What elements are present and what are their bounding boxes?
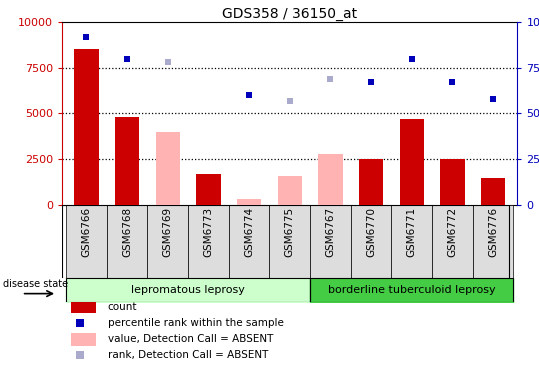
Bar	[66, 205, 107, 278]
Bar	[188, 205, 229, 278]
Bar	[318, 154, 343, 205]
Bar	[156, 132, 180, 205]
Bar	[66, 278, 310, 302]
Text: GSM6770: GSM6770	[366, 207, 376, 257]
Bar	[351, 205, 391, 278]
Text: rank, Detection Call = ABSENT: rank, Detection Call = ABSENT	[107, 350, 268, 360]
Bar	[196, 174, 220, 205]
Bar	[310, 205, 351, 278]
Text: percentile rank within the sample: percentile rank within the sample	[107, 318, 284, 328]
Bar	[473, 205, 513, 278]
Text: lepromatous leprosy: lepromatous leprosy	[131, 285, 245, 295]
Text: GSM6768: GSM6768	[122, 207, 132, 257]
Text: disease state: disease state	[3, 279, 68, 289]
Text: GSM6776: GSM6776	[488, 207, 498, 257]
Text: GSM6775: GSM6775	[285, 207, 295, 257]
Bar	[147, 205, 188, 278]
Bar	[229, 205, 270, 278]
Bar	[115, 117, 139, 205]
Text: GSM6766: GSM6766	[81, 207, 92, 257]
Bar	[74, 49, 99, 205]
Bar	[270, 205, 310, 278]
Bar	[399, 119, 424, 205]
Bar	[237, 199, 261, 205]
Text: count: count	[107, 302, 137, 312]
Bar	[481, 178, 505, 205]
Title: GDS358 / 36150_at: GDS358 / 36150_at	[222, 7, 357, 21]
Text: value, Detection Call = ABSENT: value, Detection Call = ABSENT	[107, 334, 273, 344]
Text: GSM6773: GSM6773	[203, 207, 213, 257]
Bar	[278, 176, 302, 205]
Bar	[71, 301, 96, 313]
Bar	[107, 205, 147, 278]
Text: GSM6769: GSM6769	[163, 207, 172, 257]
Bar	[391, 205, 432, 278]
Text: borderline tuberculoid leprosy: borderline tuberculoid leprosy	[328, 285, 495, 295]
Bar	[71, 333, 96, 346]
Bar	[310, 278, 513, 302]
Bar	[440, 159, 465, 205]
Text: GSM6774: GSM6774	[244, 207, 254, 257]
Text: GSM6767: GSM6767	[326, 207, 335, 257]
Text: GSM6771: GSM6771	[407, 207, 417, 257]
Bar	[432, 205, 473, 278]
Text: GSM6772: GSM6772	[447, 207, 458, 257]
Bar	[359, 159, 383, 205]
